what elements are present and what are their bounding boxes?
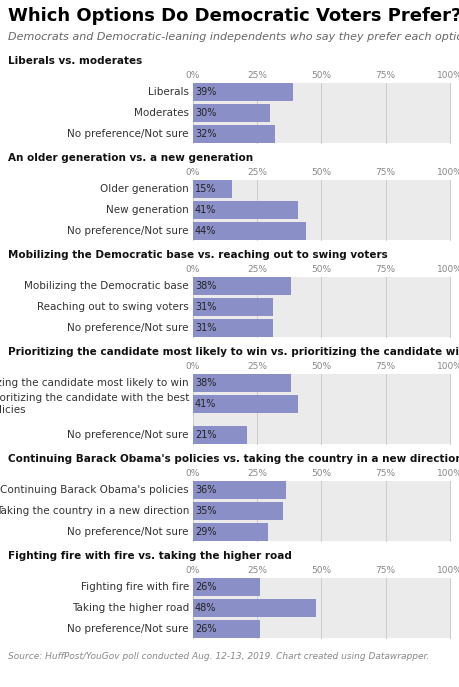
Text: 100%: 100% bbox=[436, 362, 459, 371]
Text: 0%: 0% bbox=[185, 265, 200, 274]
Bar bbox=[193, 222, 305, 240]
Text: 0%: 0% bbox=[185, 362, 200, 371]
Text: 50%: 50% bbox=[311, 168, 331, 177]
Bar bbox=[193, 125, 274, 143]
Text: Taking the country in a new direction: Taking the country in a new direction bbox=[0, 506, 189, 516]
Text: Continuing Barack Obama's policies: Continuing Barack Obama's policies bbox=[0, 485, 189, 495]
Text: Moderates: Moderates bbox=[134, 108, 189, 118]
Text: New generation: New generation bbox=[106, 205, 189, 215]
Text: 0%: 0% bbox=[185, 566, 200, 575]
Bar bbox=[193, 374, 449, 444]
Text: 50%: 50% bbox=[311, 265, 331, 274]
Text: Reaching out to swing voters: Reaching out to swing voters bbox=[37, 302, 189, 312]
Text: Source: HuffPost/YouGov poll conducted Aug. 12-13, 2019. Chart created using Dat: Source: HuffPost/YouGov poll conducted A… bbox=[8, 652, 428, 661]
Text: 100%: 100% bbox=[436, 566, 459, 575]
Text: 26%: 26% bbox=[195, 582, 216, 592]
Text: Prioritizing the candidate most likely to win vs. prioritizing the candidate wit: Prioritizing the candidate most likely t… bbox=[8, 347, 459, 357]
Bar bbox=[193, 83, 449, 143]
Text: 39%: 39% bbox=[195, 87, 216, 97]
Text: 0%: 0% bbox=[185, 71, 200, 80]
Text: No preference/Not sure: No preference/Not sure bbox=[67, 129, 189, 139]
Text: 100%: 100% bbox=[436, 469, 459, 478]
Text: 75%: 75% bbox=[375, 71, 395, 80]
Bar bbox=[193, 104, 269, 122]
Text: 100%: 100% bbox=[436, 265, 459, 274]
Text: 100%: 100% bbox=[436, 71, 459, 80]
Text: 30%: 30% bbox=[195, 108, 216, 118]
Text: 41%: 41% bbox=[195, 399, 216, 409]
Text: 35%: 35% bbox=[195, 506, 216, 516]
Bar bbox=[193, 201, 298, 219]
Bar bbox=[193, 319, 272, 337]
Bar bbox=[193, 83, 292, 101]
Text: An older generation vs. a new generation: An older generation vs. a new generation bbox=[8, 153, 252, 163]
Text: 50%: 50% bbox=[311, 469, 331, 478]
Text: 31%: 31% bbox=[195, 302, 216, 312]
Bar bbox=[193, 599, 316, 617]
Text: Prioritizing the candidate most likely to win: Prioritizing the candidate most likely t… bbox=[0, 378, 189, 388]
Bar bbox=[193, 395, 298, 413]
Text: Democrats and Democratic-leaning independents who say they prefer each option:: Democrats and Democratic-leaning indepen… bbox=[8, 32, 459, 42]
Text: Older generation: Older generation bbox=[100, 184, 189, 194]
Bar bbox=[193, 277, 290, 295]
Text: 75%: 75% bbox=[375, 265, 395, 274]
Text: 50%: 50% bbox=[311, 71, 331, 80]
Text: 75%: 75% bbox=[375, 566, 395, 575]
Text: 38%: 38% bbox=[195, 378, 216, 388]
Bar bbox=[193, 481, 449, 541]
Bar bbox=[193, 180, 449, 240]
Text: 25%: 25% bbox=[247, 566, 267, 575]
Bar bbox=[193, 277, 449, 337]
Text: No preference/Not sure: No preference/Not sure bbox=[67, 323, 189, 333]
Text: 50%: 50% bbox=[311, 362, 331, 371]
Text: 31%: 31% bbox=[195, 323, 216, 333]
Bar bbox=[193, 426, 246, 444]
Text: 15%: 15% bbox=[195, 184, 216, 194]
Bar bbox=[193, 298, 272, 316]
Text: 25%: 25% bbox=[247, 71, 267, 80]
Text: Mobilizing the Democratic base: Mobilizing the Democratic base bbox=[24, 281, 189, 291]
Text: 38%: 38% bbox=[195, 281, 216, 291]
Text: 25%: 25% bbox=[247, 362, 267, 371]
Text: Fighting fire with fire: Fighting fire with fire bbox=[81, 582, 189, 592]
Bar bbox=[193, 180, 231, 198]
Text: 25%: 25% bbox=[247, 168, 267, 177]
Text: 41%: 41% bbox=[195, 205, 216, 215]
Text: No preference/Not sure: No preference/Not sure bbox=[67, 226, 189, 236]
Text: No preference/Not sure: No preference/Not sure bbox=[67, 624, 189, 634]
Text: 32%: 32% bbox=[195, 129, 216, 139]
Text: 48%: 48% bbox=[195, 603, 216, 613]
Bar bbox=[193, 502, 282, 520]
Bar bbox=[193, 620, 259, 638]
Bar bbox=[193, 481, 285, 499]
Text: 100%: 100% bbox=[436, 168, 459, 177]
Text: Liberals: Liberals bbox=[148, 87, 189, 97]
Text: 75%: 75% bbox=[375, 469, 395, 478]
Text: 29%: 29% bbox=[195, 527, 216, 537]
Bar bbox=[193, 374, 290, 392]
Text: 44%: 44% bbox=[195, 226, 216, 236]
Text: 0%: 0% bbox=[185, 469, 200, 478]
Text: No preference/Not sure: No preference/Not sure bbox=[67, 527, 189, 537]
Text: Taking the higher road: Taking the higher road bbox=[72, 603, 189, 613]
Text: Fighting fire with fire vs. taking the higher road: Fighting fire with fire vs. taking the h… bbox=[8, 551, 291, 561]
Bar bbox=[193, 578, 449, 638]
Text: 0%: 0% bbox=[185, 168, 200, 177]
Bar bbox=[193, 523, 267, 541]
Text: 36%: 36% bbox=[195, 485, 216, 495]
Text: Prioritizing the candidate with the best
policies: Prioritizing the candidate with the best… bbox=[0, 393, 189, 415]
Text: 75%: 75% bbox=[375, 168, 395, 177]
Bar bbox=[193, 578, 259, 596]
Text: Which Options Do Democratic Voters Prefer?: Which Options Do Democratic Voters Prefe… bbox=[8, 7, 459, 25]
Text: 25%: 25% bbox=[247, 265, 267, 274]
Text: Liberals vs. moderates: Liberals vs. moderates bbox=[8, 56, 142, 66]
Text: 25%: 25% bbox=[247, 469, 267, 478]
Text: Mobilizing the Democratic base vs. reaching out to swing voters: Mobilizing the Democratic base vs. reach… bbox=[8, 250, 387, 260]
Text: 21%: 21% bbox=[195, 430, 216, 440]
Text: No preference/Not sure: No preference/Not sure bbox=[67, 430, 189, 440]
Text: 75%: 75% bbox=[375, 362, 395, 371]
Text: 50%: 50% bbox=[311, 566, 331, 575]
Text: Continuing Barack Obama's policies vs. taking the country in a new direction: Continuing Barack Obama's policies vs. t… bbox=[8, 454, 459, 464]
Text: 26%: 26% bbox=[195, 624, 216, 634]
